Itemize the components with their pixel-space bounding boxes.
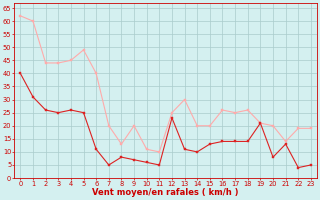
X-axis label: Vent moyen/en rafales ( km/h ): Vent moyen/en rafales ( km/h ) — [92, 188, 239, 197]
